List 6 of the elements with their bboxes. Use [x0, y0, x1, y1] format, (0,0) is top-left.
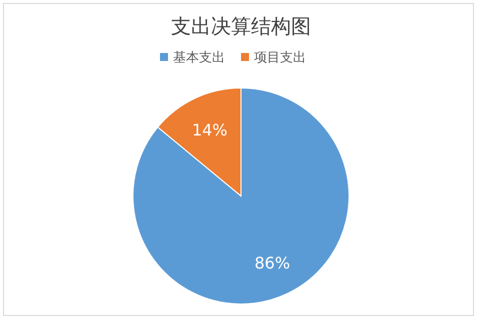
legend-label: 基本支出 [173, 50, 225, 66]
chart-title: 支出决算结构图 [171, 14, 311, 38]
data-label: 14% [192, 120, 228, 140]
data-label: 86% [254, 253, 290, 272]
legend-label: 项目支出 [254, 50, 306, 66]
pie-slice [132, 88, 350, 304]
